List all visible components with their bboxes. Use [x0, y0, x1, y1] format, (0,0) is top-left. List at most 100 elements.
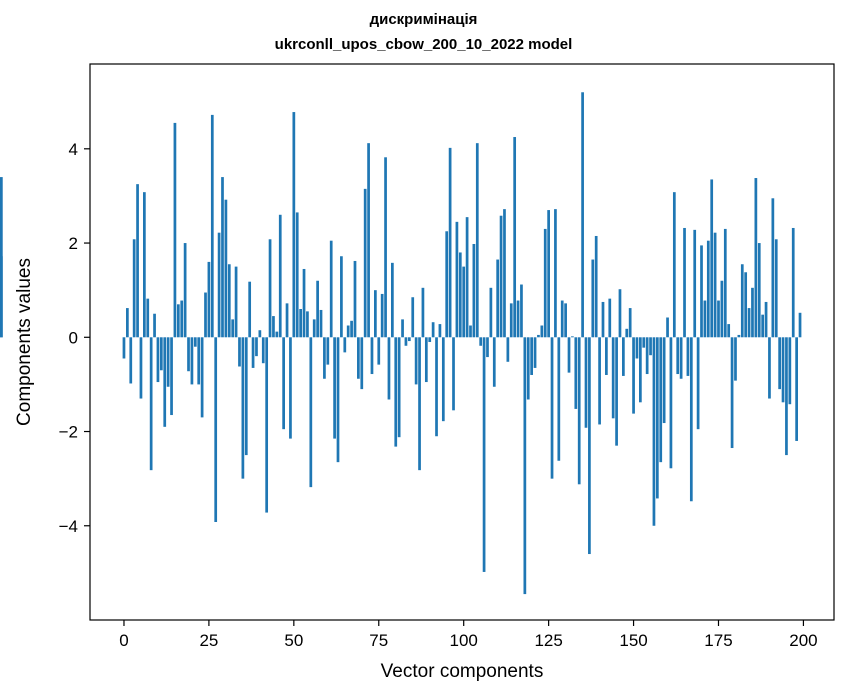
bar — [547, 210, 550, 338]
bar — [788, 337, 792, 405]
bar — [302, 268, 306, 338]
bar — [469, 325, 472, 338]
bar — [564, 303, 567, 338]
bar — [333, 337, 336, 439]
bar — [509, 303, 513, 338]
bar — [598, 337, 601, 425]
bar — [187, 337, 190, 372]
bar — [214, 337, 218, 522]
bar — [234, 266, 238, 338]
bar — [452, 337, 455, 411]
bar — [734, 337, 737, 381]
x-tick-label: 25 — [199, 631, 218, 650]
bar — [183, 243, 187, 338]
bar — [540, 325, 544, 338]
bar — [350, 320, 353, 338]
bar — [289, 337, 292, 439]
bar — [577, 337, 581, 485]
bar — [424, 337, 428, 383]
bar — [635, 337, 639, 359]
y-tick-label: −2 — [59, 423, 78, 442]
bar — [652, 337, 656, 526]
bar — [672, 192, 676, 338]
bar — [326, 337, 330, 365]
bar — [231, 319, 235, 338]
bar — [713, 232, 717, 338]
bar — [414, 337, 418, 385]
bar — [465, 217, 469, 338]
bar — [486, 337, 489, 358]
bar-series — [0, 92, 802, 595]
y-axis-ticks: −4 −2 0 2 4 — [59, 140, 90, 536]
bar — [543, 228, 547, 338]
bar — [367, 143, 370, 338]
bar — [387, 337, 391, 400]
bar — [588, 337, 591, 555]
bar — [683, 227, 686, 338]
bar — [611, 337, 615, 419]
bar — [143, 192, 146, 338]
bar — [754, 178, 758, 338]
bar — [462, 266, 466, 338]
bar — [336, 337, 340, 463]
bar — [255, 337, 258, 357]
bar — [489, 287, 493, 338]
bar — [584, 337, 588, 428]
bar — [275, 331, 279, 338]
bar — [306, 311, 309, 338]
bar — [492, 337, 496, 387]
bar — [727, 324, 731, 338]
bar — [706, 240, 710, 338]
x-tick-label: 50 — [284, 631, 303, 650]
bar — [363, 188, 367, 338]
bar — [533, 337, 537, 368]
bar — [523, 337, 527, 595]
bar — [751, 287, 754, 338]
bar — [689, 337, 693, 502]
bar — [717, 300, 720, 338]
bar — [132, 239, 136, 338]
bar — [431, 322, 435, 338]
bar — [370, 337, 374, 375]
bar — [557, 337, 561, 461]
bar — [693, 229, 697, 338]
bar — [261, 337, 265, 364]
x-tick-label: 175 — [704, 631, 732, 650]
bar — [499, 215, 503, 338]
bar — [122, 337, 126, 359]
bar — [411, 297, 415, 338]
bar — [679, 337, 683, 379]
x-tick-label: 150 — [619, 631, 647, 650]
bar — [764, 301, 768, 338]
bar — [136, 184, 139, 338]
y-tick-label: 4 — [69, 140, 78, 159]
bar — [605, 337, 608, 375]
bar — [798, 312, 802, 338]
x-tick-label: 0 — [119, 631, 128, 650]
bar — [730, 337, 734, 449]
bar — [744, 272, 748, 338]
bar — [340, 256, 343, 338]
bar — [666, 317, 669, 338]
y-axis-label: Components values — [14, 258, 35, 426]
bar — [0, 256, 3, 338]
bar — [435, 337, 438, 437]
bar — [778, 337, 781, 390]
bar — [761, 314, 765, 338]
bar — [479, 337, 483, 346]
bar — [265, 337, 269, 513]
bar — [384, 157, 387, 338]
bar — [649, 337, 652, 356]
bar — [618, 289, 622, 338]
bar — [404, 337, 408, 346]
bar — [207, 261, 211, 338]
plot-area-frame — [89, 63, 835, 621]
bar — [700, 245, 703, 338]
bar — [394, 337, 398, 447]
bar — [455, 221, 459, 338]
bar — [448, 147, 452, 338]
bar — [496, 259, 500, 338]
bar — [506, 337, 510, 362]
bar — [200, 337, 204, 418]
bar — [238, 337, 241, 367]
